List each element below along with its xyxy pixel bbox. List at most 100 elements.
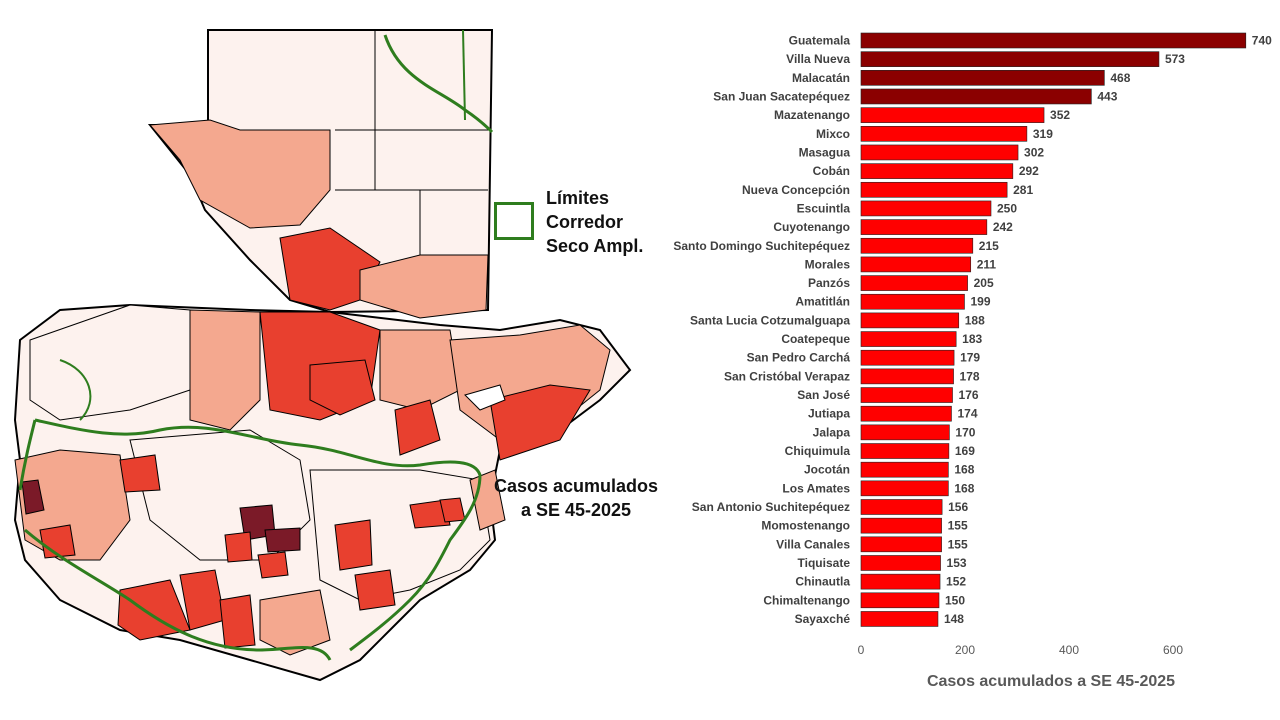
value-label-22: 170: [955, 425, 975, 439]
map-region-lake-izabal: [464, 384, 506, 411]
bar-27: [860, 517, 942, 534]
category-label-1: Guatemala: [789, 34, 851, 48]
bar-19: [860, 368, 954, 385]
value-label-5: 352: [1050, 108, 1070, 122]
value-label-29: 153: [947, 556, 967, 570]
map-region-izabal-west: [379, 329, 461, 411]
category-label-19: San Cristóbal Verapaz: [724, 369, 850, 383]
value-label-6: 319: [1033, 127, 1053, 141]
category-label-15: Amatitlán: [795, 295, 850, 309]
bar-7: [860, 144, 1019, 161]
category-label-18: San Pedro Carchá: [747, 351, 851, 365]
category-label-10: Escuintla: [797, 201, 851, 215]
category-label-22: Jalapa: [813, 425, 851, 439]
map-region-quiche: [189, 309, 261, 431]
category-label-7: Masagua: [799, 145, 851, 159]
category-label-2: Villa Nueva: [786, 52, 850, 66]
bar-15: [860, 293, 965, 310]
category-label-11: Cuyotenango: [773, 220, 850, 234]
bar-23: [860, 443, 950, 459]
value-label-3: 468: [1110, 71, 1130, 85]
bar-10: [860, 200, 992, 217]
value-label-8: 292: [1019, 164, 1039, 178]
bar-1: [860, 32, 1247, 49]
map-panel: Límites Corredor Seco Ampl. Casos acumul…: [13, 29, 666, 682]
map-region-malacatan: [21, 479, 45, 515]
bar-30: [860, 573, 941, 590]
category-label-8: Cobán: [813, 164, 850, 178]
bars-group: [860, 32, 1247, 627]
category-label-26: San Antonio Suchitepéquez: [692, 500, 850, 514]
category-label-25: Los Amates: [782, 481, 850, 495]
category-label-31: Chimaltenango: [763, 593, 850, 607]
bar-31: [860, 592, 940, 609]
map-caption: Casos acumulados a SE 45-2025: [486, 474, 666, 522]
x-tick-label-4: 600: [1163, 643, 1183, 657]
bar-3: [860, 70, 1105, 86]
value-label-19: 178: [960, 369, 980, 383]
x-axis-ticks-group: 0 200 400 600: [858, 643, 1184, 657]
value-label-17: 183: [962, 332, 982, 346]
map-region-jalapa: [334, 519, 373, 571]
category-label-17: Coatepeque: [781, 332, 850, 346]
corridor-seco-west: [59, 359, 92, 421]
category-label-32: Sayaxché: [795, 612, 851, 626]
category-label-30: Chinautla: [795, 575, 850, 589]
bar-13: [860, 256, 972, 273]
category-label-12: Santo Domingo Suchitepéquez: [673, 239, 850, 253]
category-label-5: Mazatenango: [774, 108, 850, 122]
bar-17: [860, 331, 957, 347]
value-label-1: 740: [1252, 34, 1272, 48]
value-label-28: 155: [948, 537, 968, 551]
map-region-suchitepequez: [117, 579, 191, 641]
bar-5: [860, 107, 1045, 123]
bar-4: [860, 88, 1092, 105]
legend-line-2: Corredor: [546, 212, 624, 232]
value-label-31: 150: [945, 593, 965, 607]
bar-29: [860, 555, 941, 571]
value-labels-group: 740 573 468 443 352 319 302 292 281 250 242 215 211 2…: [944, 34, 1272, 626]
corridor-legend-label: Límites Corredor Seco Ampl.: [546, 186, 643, 258]
map-caption-line-1: Casos acumulados: [493, 476, 659, 496]
map-caption-line-2: a SE 45-2025: [520, 500, 632, 520]
value-label-23: 169: [955, 444, 975, 458]
category-label-27: Momostenango: [761, 519, 850, 533]
map-region-morales: [489, 384, 591, 461]
x-tick-label-3: 400: [1059, 643, 1079, 657]
guatemala-choropleth-map: [13, 29, 632, 682]
value-label-15: 199: [970, 295, 990, 309]
value-label-11: 242: [993, 220, 1013, 234]
bar-chart: Guatemala Villa Nueva Malacatán San Juan Sa…: [673, 32, 1272, 690]
value-label-14: 205: [974, 276, 994, 290]
value-label-13: 211: [977, 257, 997, 271]
map-region-guatemala: [264, 527, 301, 553]
bar-32: [860, 611, 939, 627]
legend-line-3: Seco Ampl.: [546, 236, 644, 256]
category-label-13: Morales: [805, 257, 851, 271]
corridor-seco-outline: [18, 418, 482, 661]
map-region-huehue: [29, 304, 191, 421]
category-label-3: Malacatán: [792, 71, 850, 85]
map-region-villa-nueva: [257, 551, 289, 579]
value-label-24: 168: [954, 463, 974, 477]
category-label-21: Jutiapa: [808, 407, 850, 421]
legend-line-1: Límites: [546, 188, 610, 208]
bar-25: [860, 480, 949, 497]
bar-22: [860, 424, 950, 441]
category-label-28: Villa Canales: [776, 537, 850, 551]
bar-24: [860, 461, 949, 478]
value-label-25: 168: [954, 481, 974, 495]
x-axis-title: Casos acumulados a SE 45-2025: [927, 673, 1175, 690]
category-label-20: San José: [797, 388, 850, 402]
value-label-32: 148: [944, 612, 964, 626]
bar-11: [860, 219, 988, 235]
bar-28: [860, 536, 942, 553]
map-region-chimaltenango: [224, 531, 253, 563]
bar-14: [860, 275, 968, 291]
value-label-30: 152: [946, 575, 966, 589]
map-region-panzos: [394, 399, 441, 456]
category-label-9: Nueva Concepción: [742, 183, 850, 197]
map-region-peten-east: [148, 119, 331, 229]
map-region-chiquimula: [409, 499, 451, 529]
x-tick-label-1: 0: [858, 643, 865, 657]
